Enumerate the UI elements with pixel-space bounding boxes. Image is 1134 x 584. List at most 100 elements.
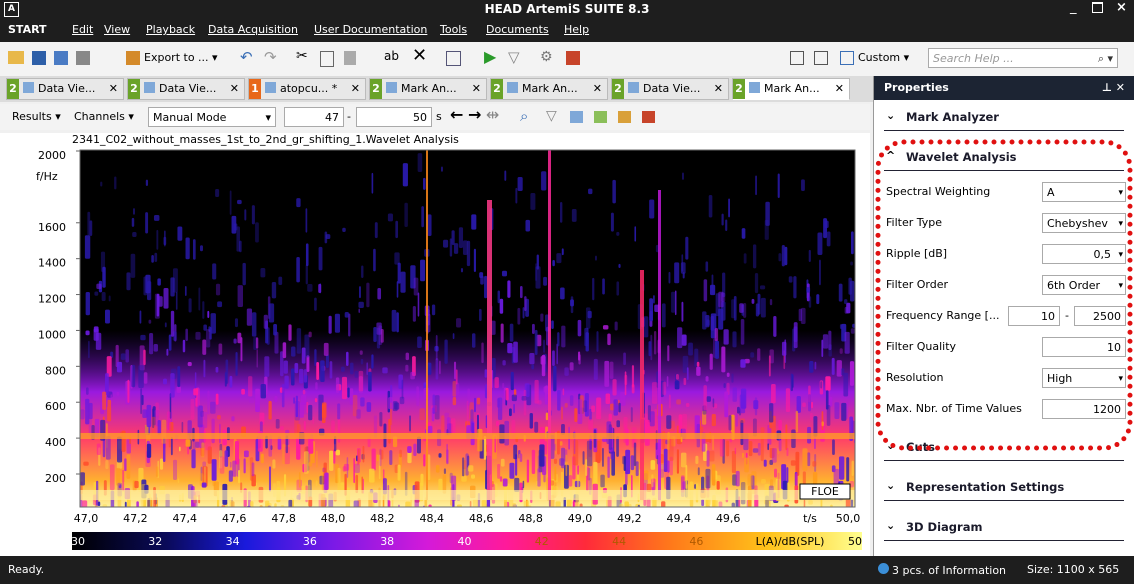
section-header[interactable]: Mark Analyzer <box>906 110 999 124</box>
property-field[interactable]: 2500 <box>1074 306 1126 326</box>
section-header[interactable]: Wavelet Analysis <box>906 150 1017 164</box>
nav-forward[interactable]: → <box>468 105 481 124</box>
zoom-button[interactable]: ⌕ <box>520 107 528 125</box>
tab-close[interactable]: ✕ <box>714 79 723 99</box>
spectral-blob <box>379 412 382 426</box>
properties-icon[interactable] <box>618 111 631 123</box>
tab-close[interactable]: ✕ <box>472 79 481 99</box>
menu-item[interactable]: View <box>104 23 130 36</box>
spectral-blob <box>479 272 483 278</box>
minimize-button[interactable]: _ <box>1070 0 1077 15</box>
spectral-blob <box>758 443 761 456</box>
tab-close[interactable]: ✕ <box>593 79 602 99</box>
close-button[interactable]: × <box>1116 0 1127 15</box>
spectral-blob <box>607 333 610 345</box>
spectral-blob <box>764 460 767 467</box>
export-icon[interactable] <box>126 51 140 65</box>
section-header[interactable]: Representation Settings <box>906 480 1064 494</box>
settings-button[interactable]: ⚙ <box>540 49 553 65</box>
undo-button[interactable]: ↶ <box>240 48 253 66</box>
report-button[interactable] <box>566 51 580 65</box>
nav-back[interactable]: ← <box>450 105 463 124</box>
layout-button[interactable] <box>790 51 804 65</box>
spectral-blob <box>778 253 781 261</box>
menu-item[interactable]: Playback <box>146 23 195 36</box>
export-button[interactable]: Export to ... ▾ <box>144 51 218 64</box>
results-menu[interactable]: Results ▾ <box>12 110 61 123</box>
spectral-blob <box>94 329 99 341</box>
section-divider <box>884 500 1124 501</box>
save-all-icon[interactable] <box>54 51 68 65</box>
info-indicator[interactable]: 3 pcs. of Information <box>878 563 1006 577</box>
property-field[interactable]: 0,5▾ <box>1042 244 1126 264</box>
tab-close[interactable]: ✕ <box>109 79 118 99</box>
copy-icon[interactable] <box>570 111 583 123</box>
menu-item[interactable]: User Documentation <box>314 23 427 36</box>
mode-dropdown[interactable]: Manual Mode▾ <box>148 107 276 127</box>
clock-button[interactable] <box>446 51 461 66</box>
nav-both[interactable]: ⇹ <box>486 105 499 124</box>
redo-button[interactable]: ↷ <box>264 48 277 66</box>
spectral-blob <box>417 336 422 348</box>
y-tick-label: 1200 <box>38 293 66 306</box>
report-icon[interactable] <box>642 111 655 123</box>
filter-button[interactable]: ▽ <box>508 48 520 66</box>
section-header[interactable]: 3D Diagram <box>906 520 982 534</box>
print-icon[interactable] <box>76 51 90 65</box>
spectral-blob <box>379 449 381 467</box>
menu-item[interactable]: Edit <box>72 23 93 36</box>
delete-button[interactable]: ✕ <box>412 45 427 66</box>
property-field[interactable]: High▾ <box>1042 368 1126 388</box>
tab-close[interactable]: ✕ <box>230 79 239 99</box>
property-field[interactable]: 6th Order▾ <box>1042 275 1126 295</box>
menu-item[interactable]: Documents <box>486 23 549 36</box>
paste-button[interactable] <box>344 51 356 65</box>
spectral-blob <box>494 377 498 388</box>
rename-button[interactable]: ab <box>384 49 399 63</box>
section-header[interactable]: Cuts <box>906 440 935 454</box>
property-field[interactable]: A▾ <box>1042 182 1126 202</box>
maximize-button[interactable] <box>1092 2 1103 13</box>
menu-item[interactable]: Help <box>564 23 589 36</box>
spectral-blob <box>98 502 100 507</box>
property-field[interactable]: 10 <box>1008 306 1060 326</box>
property-field[interactable]: 1200 <box>1042 399 1126 419</box>
spectral-blob <box>723 329 728 344</box>
property-field[interactable]: Chebyshev▾ <box>1042 213 1126 233</box>
spectral-blob <box>705 469 710 488</box>
y-tick-label: 1000 <box>38 328 66 341</box>
save-icon[interactable] <box>32 51 46 65</box>
property-field[interactable]: 10 <box>1042 337 1126 357</box>
channels-menu[interactable]: Channels ▾ <box>74 110 134 123</box>
cut-button[interactable]: ✂ <box>296 48 308 64</box>
filter-icon[interactable]: ▽ <box>546 108 557 124</box>
menu-item[interactable]: START <box>8 23 47 36</box>
run-button[interactable]: ▶ <box>484 47 496 66</box>
menu-item[interactable]: Tools <box>440 23 467 36</box>
open-icon[interactable] <box>8 51 24 64</box>
spectral-blob <box>149 333 153 354</box>
view-mode-dropdown[interactable]: Custom ▾ <box>858 51 909 64</box>
search-box[interactable]: Search Help ...⌕ ▾ <box>928 48 1118 68</box>
property-label: Max. Nbr. of Time Values <box>886 402 1022 415</box>
spectral-blob <box>436 358 439 379</box>
spectral-blob <box>400 397 405 404</box>
copy-button[interactable] <box>320 51 334 67</box>
tab-close[interactable]: ✕ <box>351 79 360 99</box>
export-data-icon[interactable] <box>594 111 607 123</box>
spectral-blob <box>399 450 402 458</box>
to-field[interactable]: 50 <box>356 107 432 127</box>
from-field[interactable]: 47 <box>284 107 344 127</box>
menu-item[interactable]: Data Acquisition <box>208 23 298 36</box>
layout-single-button[interactable] <box>814 51 828 65</box>
spectral-blob <box>274 396 277 402</box>
tab-close[interactable]: ✕ <box>835 79 844 99</box>
spectral-blob <box>407 446 411 453</box>
